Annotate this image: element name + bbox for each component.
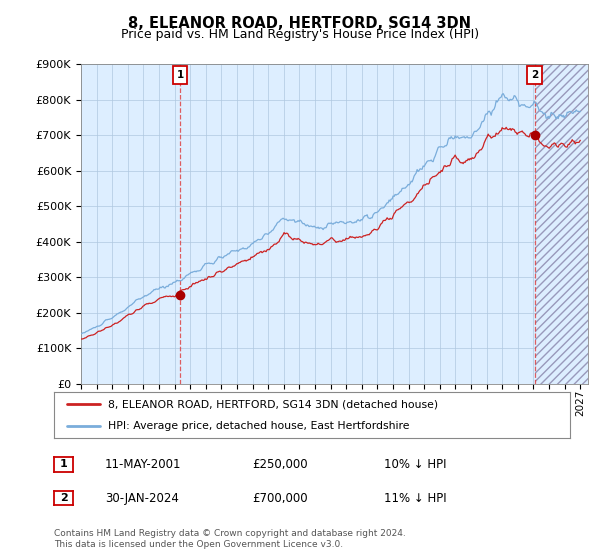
Text: £700,000: £700,000 [252,492,308,505]
Text: 11% ↓ HPI: 11% ↓ HPI [384,492,446,505]
Bar [535,64,588,384]
Text: 8, ELEANOR ROAD, HERTFORD, SG14 3DN (detached house): 8, ELEANOR ROAD, HERTFORD, SG14 3DN (det… [108,399,439,409]
Text: 1: 1 [60,459,67,469]
Bar [535,64,588,384]
Text: 2: 2 [60,493,67,503]
Text: Price paid vs. HM Land Registry's House Price Index (HPI): Price paid vs. HM Land Registry's House … [121,28,479,41]
Text: 11-MAY-2001: 11-MAY-2001 [105,458,182,472]
Text: 30-JAN-2024: 30-JAN-2024 [105,492,179,505]
Text: HPI: Average price, detached house, East Hertfordshire: HPI: Average price, detached house, East… [108,421,410,431]
Text: Contains HM Land Registry data © Crown copyright and database right 2024.
This d: Contains HM Land Registry data © Crown c… [54,529,406,549]
Text: £250,000: £250,000 [252,458,308,472]
Text: 2: 2 [531,70,538,80]
Text: 10% ↓ HPI: 10% ↓ HPI [384,458,446,472]
Text: 1: 1 [176,70,184,80]
Text: 8, ELEANOR ROAD, HERTFORD, SG14 3DN: 8, ELEANOR ROAD, HERTFORD, SG14 3DN [128,16,472,31]
